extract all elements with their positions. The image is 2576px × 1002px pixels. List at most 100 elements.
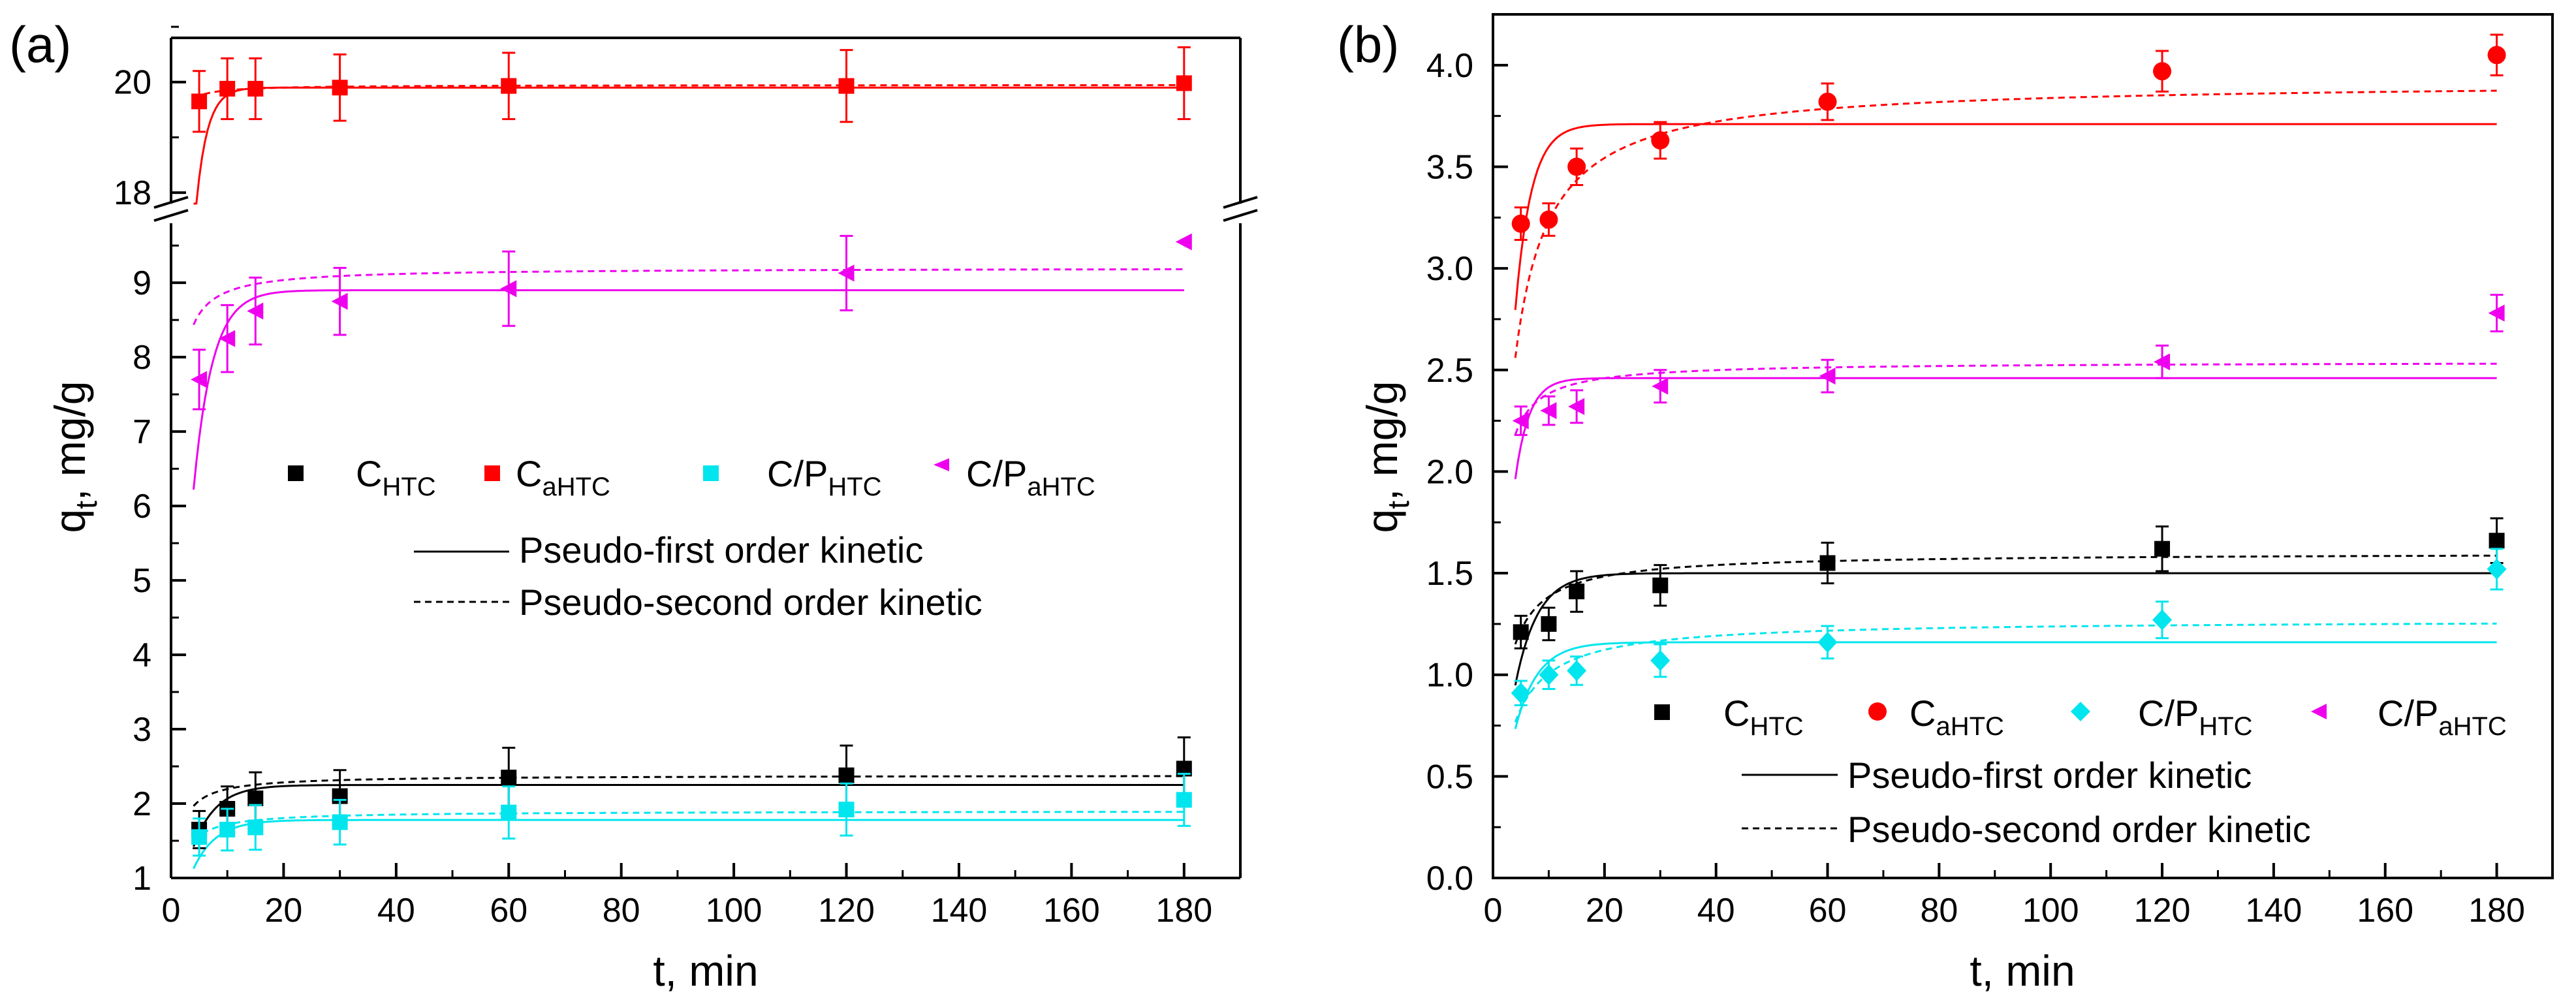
legend-a-c-htc: CHTC xyxy=(356,453,436,501)
data-point-c-htc xyxy=(1819,555,1836,571)
panel-b-x-tick-label: 0 xyxy=(1484,892,1503,930)
fit-second-order-c-ahtc xyxy=(193,84,1184,100)
panel-b-x-axis-label: t, min xyxy=(1970,947,2075,995)
fit-first-order-c-htc xyxy=(193,784,1184,847)
legend-b-fit2: Pseudo-second order kinetic xyxy=(1847,809,2311,850)
data-point-c-p-htc xyxy=(1650,650,1671,671)
data-point-c-p-ahtc xyxy=(191,371,208,388)
data-point-c-p-htc xyxy=(501,804,517,821)
panel-a-y-tick-label: 2 xyxy=(133,785,151,823)
legend-b-marker-cp-htc xyxy=(2071,702,2090,721)
legend-b-fit1: Pseudo-first order kinetic xyxy=(1847,755,2252,796)
data-point-c-p-ahtc xyxy=(1819,368,1836,385)
data-point-c-p-ahtc xyxy=(500,280,517,298)
panel-b-x-tick-label: 120 xyxy=(2134,892,2191,930)
data-point-c-ahtc xyxy=(191,93,208,110)
panel-b-y-tick-label: 0.5 xyxy=(1426,758,1473,796)
data-point-c-htc xyxy=(1541,616,1557,632)
panel-b-frame xyxy=(1492,13,2554,879)
data-point-c-p-ahtc xyxy=(331,292,348,310)
fit-second-order-c-ahtc xyxy=(1514,89,2497,358)
data-point-c-ahtc xyxy=(2153,62,2172,81)
legend-b-marker-c-ahtc xyxy=(1868,702,1887,721)
legend-b-marker-c-htc xyxy=(1654,704,1670,720)
panel-a-y-tick-label: 3 xyxy=(133,711,151,749)
data-point-c-ahtc xyxy=(247,80,264,97)
data-point-c-htc xyxy=(2489,533,2505,549)
data-point-c-ahtc xyxy=(332,80,348,96)
data-point-c-p-ahtc xyxy=(1568,398,1585,415)
panel-a-legend: CHTC CaHTC C/PHTC C/PaHTC Pseudo-first o… xyxy=(288,453,1095,623)
panel-b-y-axis-label: qt, mg/g xyxy=(1358,381,1415,533)
data-point-c-ahtc xyxy=(838,78,855,94)
data-point-c-p-htc xyxy=(1511,682,1531,704)
data-point-c-htc xyxy=(838,767,855,783)
panel-b-y-tick-label: 3.5 xyxy=(1426,148,1473,186)
panel-a-y-tick-label: 6 xyxy=(133,488,151,525)
fit-first-order-c-htc xyxy=(1514,572,2497,686)
data-point-c-p-ahtc xyxy=(1540,402,1557,420)
panel-a-y-tick-label: 1 xyxy=(133,860,151,898)
legend-a-cp-ahtc: C/PaHTC xyxy=(966,453,1095,501)
data-point-c-htc xyxy=(501,770,517,786)
fit-second-order-c-htc xyxy=(193,775,1184,807)
data-point-c-ahtc xyxy=(2487,46,2506,65)
panel-b-y-tick-label: 1.5 xyxy=(1426,555,1473,593)
panel-a-x-tick-label: 20 xyxy=(264,892,302,930)
panel-a-y-tick-label: 7 xyxy=(133,413,151,451)
panel-b: (b) 0 20 40 60 80 100 120 140 160 180 0.0 0.5 1.0 1.5… xyxy=(1337,13,2554,995)
data-point-c-p-htc xyxy=(247,819,264,836)
data-point-c-htc xyxy=(1569,584,1585,600)
data-point-c-ahtc xyxy=(501,78,517,94)
data-point-c-p-ahtc xyxy=(247,302,264,320)
legend-b-c-htc: CHTC xyxy=(1723,693,1804,741)
legend-b-cp-htc: C/PHTC xyxy=(2138,693,2253,741)
panel-a-x-tick-label: 140 xyxy=(931,892,988,930)
panel-b-x-tick-label: 40 xyxy=(1697,892,1735,930)
panel-a-x-tick-label: 80 xyxy=(603,892,640,930)
panel-a-label: (a) xyxy=(9,16,71,73)
panel-b-x-tick-label: 160 xyxy=(2357,892,2413,930)
data-point-c-htc xyxy=(1652,577,1669,593)
data-point-c-htc xyxy=(2154,540,2171,557)
legend-a-fit1: Pseudo-first order kinetic xyxy=(519,529,923,571)
fit-second-order-c-htc xyxy=(1514,554,2497,645)
data-point-c-p-htc xyxy=(838,802,855,818)
panel-b-y-tick-label: 2.0 xyxy=(1426,453,1473,491)
axis-break-right xyxy=(1223,196,1258,222)
data-point-c-p-ahtc xyxy=(2154,353,2171,371)
data-point-c-p-htc xyxy=(1817,631,1838,653)
panel-b-y-tick-label: 2.5 xyxy=(1426,352,1473,390)
legend-a-marker-cp-htc xyxy=(703,465,719,481)
panel-b-y-tick-label: 1.0 xyxy=(1426,657,1473,695)
fit-second-order-c-p-htc xyxy=(193,811,1184,841)
panel-a-x-tick-label: 160 xyxy=(1043,892,1100,930)
data-point-c-p-ahtc xyxy=(838,264,855,282)
data-point-c-ahtc xyxy=(1511,214,1530,233)
panel-b-x-tick-label: 60 xyxy=(1809,892,1847,930)
panel-b-y-tick-label: 0.0 xyxy=(1426,860,1473,898)
data-point-c-p-htc xyxy=(332,814,348,830)
data-point-c-p-ahtc xyxy=(1512,412,1529,430)
panel-b-y-tick-label: 4.0 xyxy=(1426,47,1473,85)
data-point-c-htc xyxy=(1513,624,1529,640)
data-point-c-p-htc xyxy=(1567,660,1587,681)
data-point-c-ahtc xyxy=(1539,210,1558,229)
legend-b-c-ahtc: CaHTC xyxy=(1909,693,2004,741)
legend-a-fit2: Pseudo-second order kinetic xyxy=(519,582,982,623)
panel-a-x-axis-label: t, min xyxy=(653,947,758,995)
data-point-c-p-htc xyxy=(191,829,208,845)
data-point-c-ahtc xyxy=(1567,157,1586,176)
fit-first-order-c-p-htc xyxy=(1514,641,2497,730)
data-point-c-p-htc xyxy=(1539,664,1559,685)
panel-b-x-tick-label: 180 xyxy=(2468,892,2525,930)
data-point-c-p-ahtc xyxy=(219,330,236,347)
data-point-c-p-ahtc xyxy=(2488,304,2505,322)
data-point-c-htc xyxy=(247,791,264,807)
legend-a-marker-c-htc xyxy=(288,465,304,481)
panel-a-x-tick-label: 180 xyxy=(1155,892,1212,930)
fit-first-order-c-p-ahtc xyxy=(1514,377,2497,480)
panel-a-y-tick-label-upper: 18 xyxy=(114,174,151,212)
panel-b-x-tick-label: 100 xyxy=(2022,892,2079,930)
